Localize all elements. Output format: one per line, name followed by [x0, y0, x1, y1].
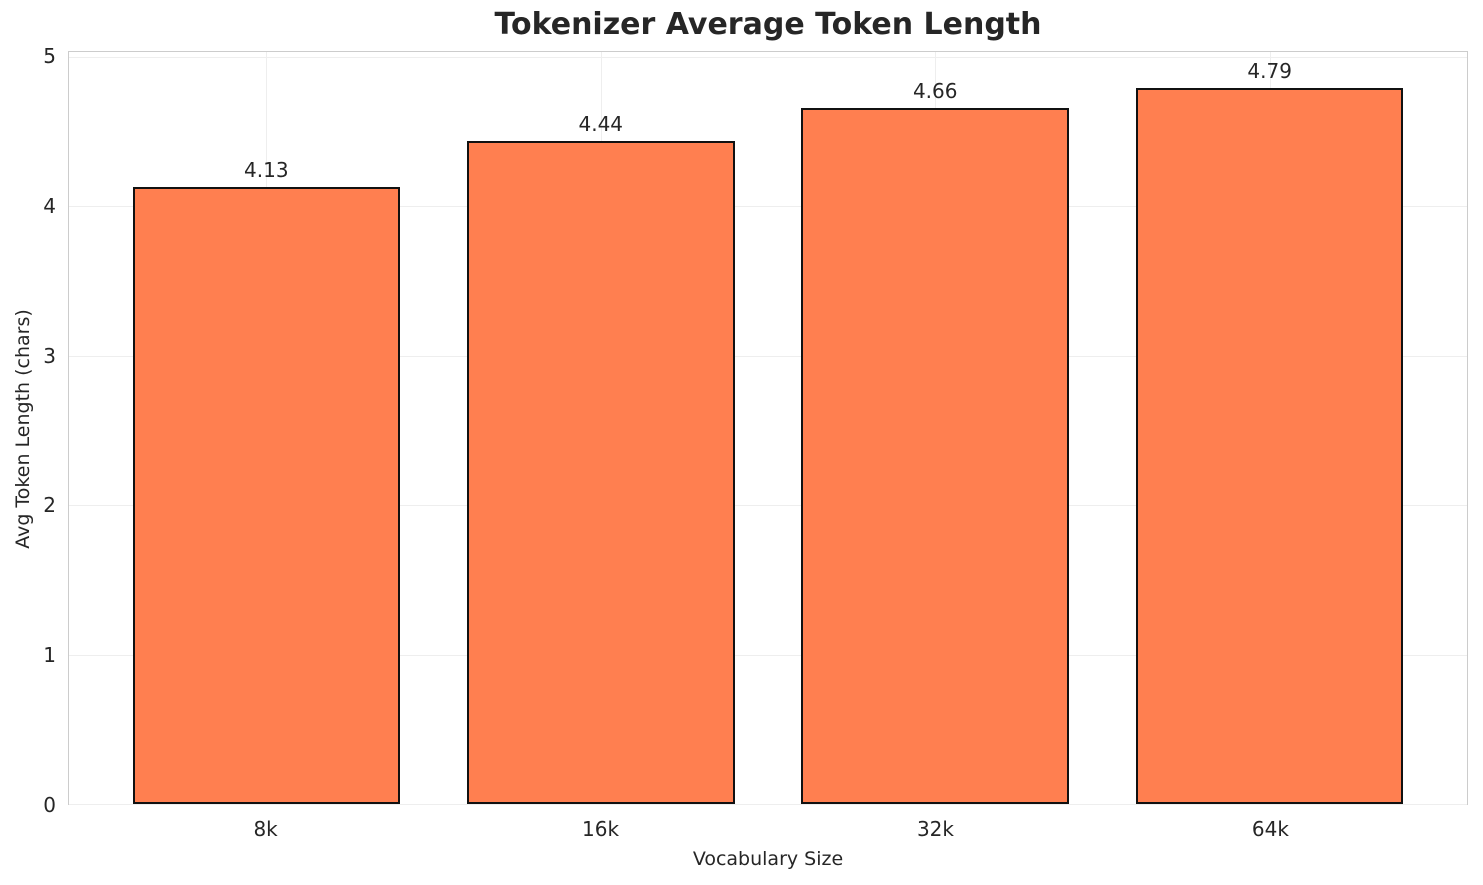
bar-64k	[1135, 88, 1404, 804]
bar-32k	[801, 107, 1069, 804]
bar-value-label-8k: 4.13	[244, 157, 289, 182]
chart-title: Tokenizer Average Token Length	[494, 7, 1042, 42]
y-tick-2: 2	[43, 493, 56, 518]
y-tick-1: 1	[43, 643, 56, 668]
x-tick-32k: 32k	[916, 817, 954, 841]
h-gridline-3	[69, 355, 1467, 357]
bar-value-label-16k: 4.44	[578, 111, 624, 136]
h-gridline-0	[69, 804, 1467, 805]
y-tick-0: 0	[43, 793, 56, 817]
y-tick-5: 5	[43, 43, 56, 68]
h-gridline-5	[69, 56, 1467, 58]
bar-value-label-32k: 4.66	[912, 78, 958, 103]
h-gridline-4	[69, 206, 1467, 208]
x-tick-64k: 64k	[1251, 817, 1289, 841]
x-tick-8k: 8k	[253, 817, 278, 841]
plot-area: 4.13 4.44 4.66 4.79	[68, 51, 1468, 805]
bar-value-label-64k: 4.79	[1247, 59, 1292, 84]
h-gridline-1	[69, 654, 1467, 656]
x-tick-16k: 16k	[582, 817, 620, 841]
x-axis-label: Vocabulary Size	[692, 848, 844, 870]
y-tick-4: 4	[43, 193, 56, 218]
h-gridline-2	[69, 505, 1467, 507]
y-tick-3: 3	[43, 343, 56, 368]
bar-16k	[466, 140, 735, 804]
bar-8k	[132, 186, 401, 804]
